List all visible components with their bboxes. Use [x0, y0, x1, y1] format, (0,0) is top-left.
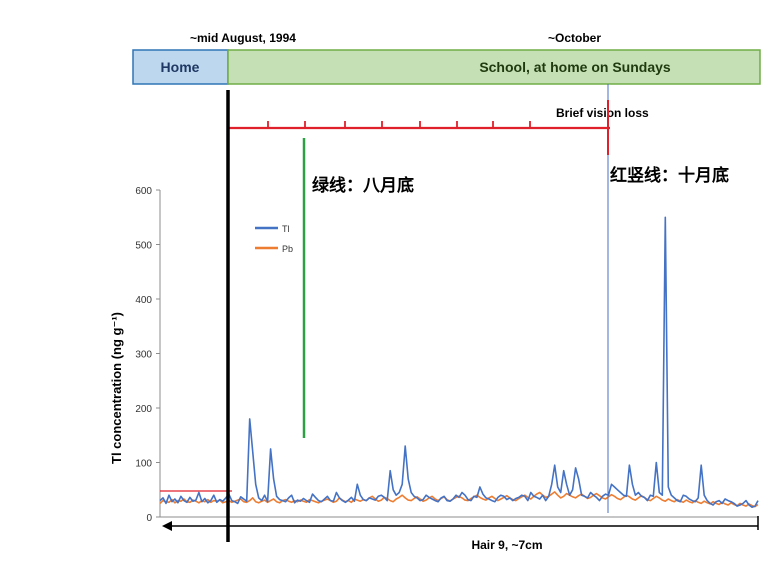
y-tick-label: 0 [146, 513, 152, 524]
y-tick-label: 300 [135, 350, 152, 361]
vision-loss-label: Brief vision loss [556, 106, 649, 120]
legend-label-tl: Tl [282, 224, 290, 234]
green-line-annotation: 绿线：八月底 [312, 175, 414, 196]
series-line-pb [159, 491, 759, 508]
red-timeline-ruler [228, 121, 610, 130]
y-tick-label: 500 [135, 241, 152, 252]
school-period-box [227, 49, 761, 85]
chart-axes: 0 100 200 300 400 500 600 [135, 186, 758, 524]
annotation-overlay [160, 84, 759, 542]
school-period-label: School, at home on Sundays [479, 59, 671, 75]
y-tick-label: 600 [135, 186, 152, 197]
y-tick-label: 100 [135, 459, 152, 470]
home-period-box [132, 49, 229, 85]
chart-series-layer [159, 216, 759, 509]
x-axis-label: Hair 9, ~7cm [471, 538, 542, 552]
hair-length-arrow-left-head [162, 521, 172, 531]
series-line-tl [159, 216, 759, 509]
y-tick-label: 200 [135, 404, 152, 415]
y-tick-label: 400 [135, 295, 152, 306]
legend-label-pb: Pb [282, 244, 293, 254]
home-period-label: Home [161, 59, 200, 75]
right-date-label: ~October [548, 31, 601, 45]
red-line-annotation: 红竖线：十月底 [610, 165, 729, 186]
left-date-label: ~mid August, 1994 [190, 31, 296, 45]
y-axis-label: Tl concentration (ng g⁻¹) [109, 312, 124, 464]
chart-legend: Tl Pb [255, 224, 293, 254]
